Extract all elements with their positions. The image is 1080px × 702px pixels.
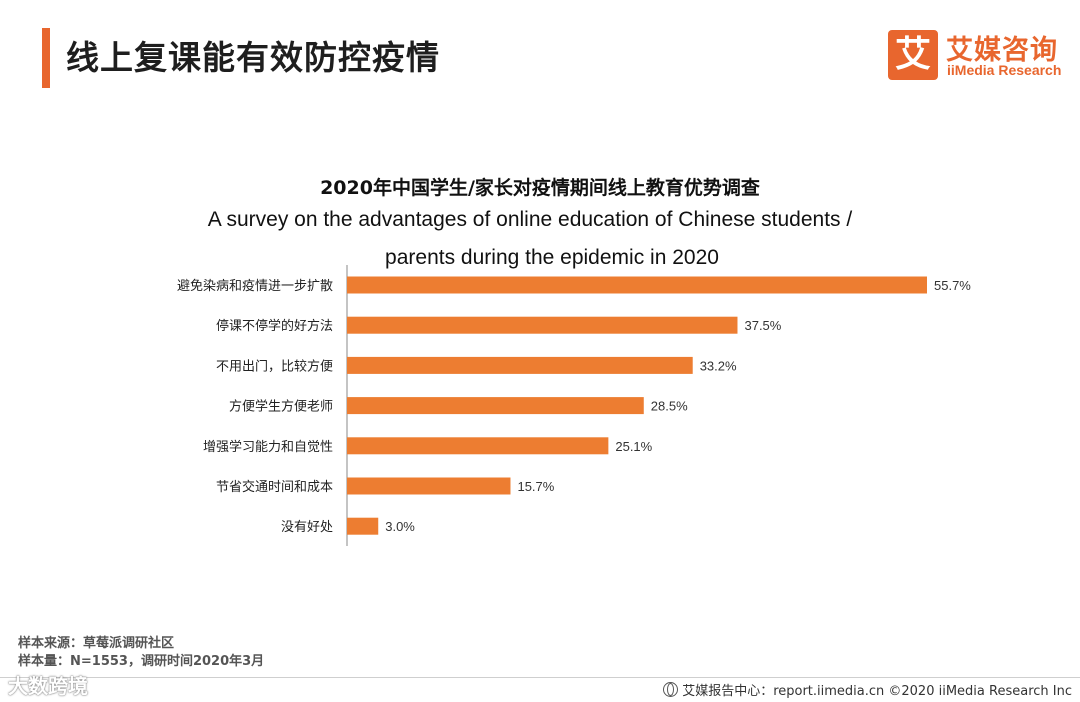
bar	[347, 356, 693, 374]
footer-credit-text: 艾媒报告中心：report.iimedia.cn ©2020 iiMedia R…	[682, 684, 1072, 699]
category-label: 节省交通时间和成本	[216, 479, 333, 495]
logo-mark-icon: 艾	[888, 30, 938, 80]
title-accent-bar	[42, 28, 50, 88]
footer-credit: 艾媒报告中心：report.iimedia.cn ©2020 iiMedia R…	[663, 680, 1072, 699]
brand-logo: 艾 艾媒咨询 iiMedia Research	[888, 30, 1062, 82]
footer-divider	[0, 677, 1080, 678]
chart-title-cn: 2020年中国学生/家长对疫情期间线上教育优势调查	[320, 177, 760, 199]
value-label: 55.7%	[934, 278, 971, 293]
category-label: 避免染病和疫情进一步扩散	[177, 278, 333, 294]
bar	[347, 397, 644, 415]
category-label: 不用出门，比较方便	[216, 358, 333, 374]
category-label: 没有好处	[281, 520, 333, 535]
category-label: 方便学生方便老师	[229, 399, 333, 415]
bar	[347, 517, 379, 535]
watermark: 大数跨境	[8, 674, 88, 698]
value-label: 25.1%	[615, 439, 652, 454]
chart-title-en-line2: parents during the epidemic in 2020	[385, 246, 719, 269]
bar	[347, 316, 738, 334]
category-label: 停课不停学的好方法	[216, 318, 333, 334]
sample-source: 样本来源：草莓派调研社区	[18, 636, 175, 651]
bar	[347, 437, 609, 455]
bar	[347, 276, 927, 294]
value-label: 37.5%	[744, 318, 781, 333]
value-label: 3.0%	[385, 519, 415, 534]
value-label: 33.2%	[700, 358, 737, 373]
chart-title-en-line1: A survey on the advantages of online edu…	[207, 208, 853, 231]
value-label: 28.5%	[651, 399, 688, 414]
globe-icon	[663, 682, 679, 697]
sample-size: 样本量：N=1553，调研时间2020年3月	[18, 654, 265, 669]
logo-text-cn: 艾媒咨询	[946, 35, 1058, 66]
bar	[347, 477, 511, 495]
page-title: 线上复课能有效防控疫情	[66, 38, 440, 77]
value-label: 15.7%	[517, 479, 554, 494]
logo-text-en: iiMedia Research	[947, 62, 1062, 78]
category-label: 增强学习能力和自觉性	[203, 439, 333, 455]
